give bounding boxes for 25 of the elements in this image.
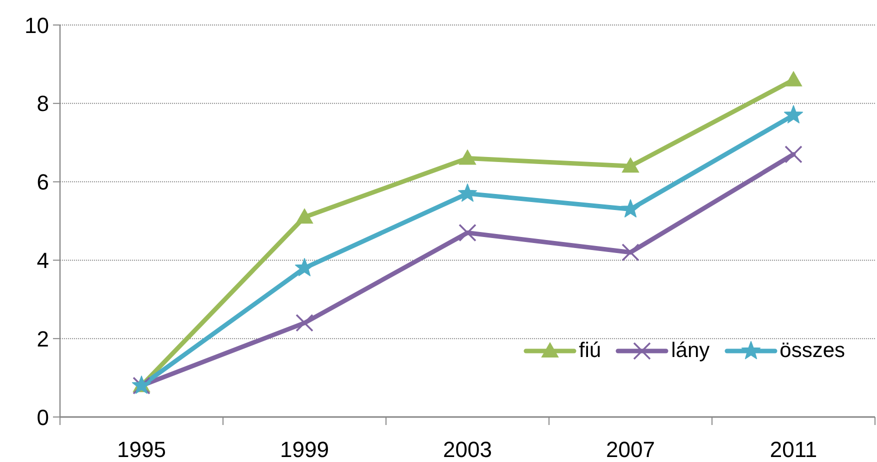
y-tick-label: 10 <box>24 12 49 38</box>
point <box>458 184 478 202</box>
x-tick-label: 1999 <box>280 437 329 462</box>
y-tick-label: 6 <box>36 170 49 195</box>
y-tick-label: 0 <box>36 404 49 430</box>
point <box>458 224 476 242</box>
x-tick-label: 2007 <box>606 437 655 462</box>
point <box>620 199 640 218</box>
point <box>459 150 476 165</box>
legend-label: lány <box>671 339 710 363</box>
legend-label: fiú <box>578 339 602 363</box>
x-tick-label: 2003 <box>443 437 492 462</box>
point <box>296 208 313 224</box>
x-tick-label: 2011 <box>770 437 818 462</box>
x-tick-label: 1995 <box>117 437 166 462</box>
y-tick-label: 8 <box>36 91 49 116</box>
point <box>784 145 802 164</box>
point <box>784 105 804 124</box>
y-tick-label: 2 <box>36 326 49 352</box>
point <box>622 158 639 173</box>
point <box>296 314 314 332</box>
legend-label: összes <box>780 339 845 363</box>
y-tick-label: 4 <box>36 248 49 274</box>
point <box>622 243 640 262</box>
point <box>785 71 802 86</box>
